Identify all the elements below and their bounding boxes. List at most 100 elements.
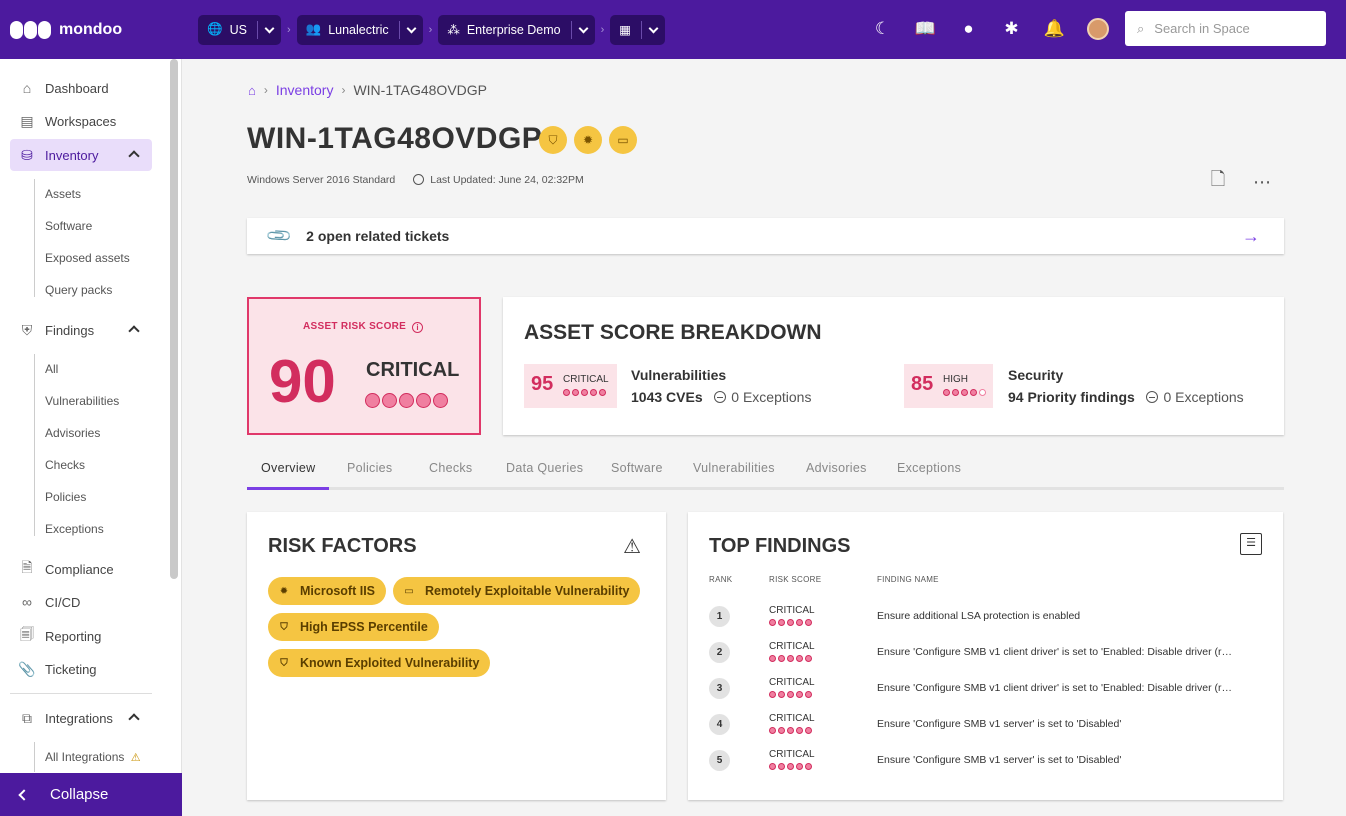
- security-summary: 94 Priority findings 0 Exceptions: [1008, 389, 1244, 405]
- organization-selector[interactable]: 👥 Lunalectric: [296, 14, 423, 45]
- page-title: WIN-1TAG48OVDGP: [247, 122, 543, 155]
- notifications-bell-icon[interactable]: 🔔: [1043, 18, 1066, 38]
- tab-vulnerabilities[interactable]: Vulnerabilities: [693, 461, 775, 475]
- sidebar-subitem-all[interactable]: All: [45, 362, 59, 376]
- docs-book-icon[interactable]: 📖: [914, 18, 937, 38]
- infinity-icon: ∞: [22, 594, 32, 610]
- slack-icon[interactable]: ✱: [1004, 18, 1019, 38]
- related-tickets-bar[interactable]: 📎 2 open related tickets →: [247, 218, 1284, 254]
- sidebar-item-label: Dashboard: [45, 80, 109, 96]
- github-icon[interactable]: ●: [963, 18, 974, 38]
- sidebar-item-inventory[interactable]: ⛁ Inventory: [10, 139, 152, 171]
- sidebar-item-reporting[interactable]: 🗐 Reporting: [10, 620, 152, 652]
- sidebar-item-cicd[interactable]: ∞ CI/CD: [10, 586, 152, 618]
- breadcrumb-inventory-link[interactable]: Inventory: [275, 82, 334, 98]
- score-severity: HIGH: [943, 374, 968, 385]
- level-dot: [778, 619, 785, 626]
- sidebar-subitem-checks[interactable]: Checks: [45, 458, 86, 472]
- tab-data-queries[interactable]: Data Queries: [506, 461, 584, 475]
- home-icon[interactable]: ⌂: [248, 82, 256, 98]
- tab-exceptions[interactable]: Exceptions: [897, 461, 962, 475]
- sidebar-subitem-exposed-assets[interactable]: Exposed assets: [45, 251, 130, 265]
- sidebar-item-dashboard[interactable]: ⌂ Dashboard: [10, 72, 152, 104]
- tab-overview[interactable]: Overview: [261, 461, 316, 475]
- sidebar-subitem-policies[interactable]: Policies: [45, 490, 87, 504]
- related-tickets-label: 2 open related tickets: [306, 228, 450, 244]
- sidebar-subitem-software[interactable]: Software: [45, 219, 93, 233]
- risk-factor-pill[interactable]: ⛉ Known Exploited Vulnerability: [268, 649, 491, 677]
- chevron-up-icon[interactable]: [128, 713, 140, 725]
- priority-findings-count[interactable]: 94 Priority findings: [1008, 389, 1135, 405]
- checklist-icon[interactable]: ☰: [1240, 533, 1262, 555]
- level-dot: [970, 389, 977, 396]
- sidebar-item-findings[interactable]: ⛨ Findings: [10, 314, 152, 346]
- dark-mode-icon[interactable]: ☾: [874, 18, 891, 38]
- risk-factor-pill[interactable]: ⛉ High EPSS Percentile: [268, 613, 439, 641]
- space-dropdown-button[interactable]: [570, 20, 595, 39]
- info-icon[interactable]: i: [412, 322, 424, 333]
- terminal-icon: ▭: [404, 585, 414, 597]
- risk-factor-pill[interactable]: ▭ Remotely Exploitable Vulnerability: [393, 577, 641, 605]
- tab-checks[interactable]: Checks: [429, 461, 473, 475]
- search-placeholder: Search in Space: [1154, 21, 1250, 36]
- region-dropdown-button[interactable]: [256, 20, 281, 39]
- tab-advisories[interactable]: Advisories: [806, 461, 867, 475]
- exception-icon: [1146, 391, 1159, 403]
- security-exceptions[interactable]: 0 Exceptions: [1163, 389, 1244, 405]
- shield-x-icon: ⛉: [280, 657, 288, 669]
- sidebar-item-compliance[interactable]: 🗎 Compliance: [10, 553, 152, 585]
- more-options-icon[interactable]: ⋯: [1253, 171, 1271, 192]
- asset-score-breakdown-card: ASSET SCORE BREAKDOWN 95 CRITICAL Vulner…: [503, 297, 1284, 435]
- exception-icon: [714, 391, 727, 403]
- arrow-right-icon[interactable]: →: [1242, 225, 1260, 246]
- risk-factor-label: Microsoft IIS: [300, 584, 376, 598]
- security-title[interactable]: Security: [1008, 367, 1064, 383]
- sidebar-subitem-vulnerabilities[interactable]: Vulnerabilities: [45, 394, 120, 408]
- sidebar-subitem-all-integrations[interactable]: All Integrations ⚠: [45, 750, 141, 764]
- collapse-sidebar-button[interactable]: Collapse: [0, 773, 182, 816]
- risk-score-label: ASSET RISK SCORE i: [303, 321, 424, 333]
- generate-report-icon[interactable]: 🗋: [1210, 169, 1226, 189]
- asset-os: Windows Server 2016 Standard: [247, 174, 396, 186]
- risk-factor-pill[interactable]: ✹ Microsoft IIS: [268, 577, 387, 605]
- workspace-selector[interactable]: ▦: [610, 14, 666, 45]
- risk-factor-label: High EPSS Percentile: [300, 620, 428, 634]
- score-value: 85: [911, 373, 934, 395]
- level-dot: [979, 389, 986, 396]
- tab-policies[interactable]: Policies: [347, 461, 393, 475]
- tab-software[interactable]: Software: [611, 461, 663, 475]
- bug-icon: ✹: [279, 585, 289, 597]
- sidebar-subitem-assets[interactable]: Assets: [45, 187, 82, 201]
- sidebar: ⌂ Dashboard ▤ Workspaces ⛁ Inventory Assets…: [0, 59, 182, 816]
- organization-dropdown-button[interactable]: [398, 20, 423, 39]
- workspace-dropdown-button[interactable]: [641, 20, 665, 39]
- user-avatar[interactable]: [1083, 14, 1112, 43]
- vulnerability-exceptions[interactable]: 0 Exceptions: [731, 389, 812, 405]
- sidebar-item-workspaces[interactable]: ▤ Workspaces: [10, 105, 152, 137]
- chevron-up-icon[interactable]: [128, 150, 140, 162]
- space-selector[interactable]: ⁂ Enterprise Demo: [438, 14, 595, 45]
- cve-count[interactable]: 1043 CVEs: [631, 389, 703, 405]
- level-dot: [952, 389, 959, 396]
- terminal-icon[interactable]: ▭: [609, 126, 637, 154]
- mondoo-logo[interactable]: mondoo: [0, 20, 182, 39]
- sidebar-subitem-advisories[interactable]: Advisories: [45, 426, 101, 440]
- level-dot: [590, 389, 597, 396]
- finding-risk-score: CRITICAL: [769, 605, 815, 616]
- bug-icon[interactable]: ✹: [574, 126, 602, 154]
- asset-tabs: Overview Policies Checks Data Queries So…: [247, 456, 1284, 490]
- vulnerabilities-title[interactable]: Vulnerabilities: [631, 367, 727, 383]
- chevron-up-icon[interactable]: [128, 325, 140, 337]
- sidebar-subitem-exceptions[interactable]: Exceptions: [45, 522, 104, 536]
- search-input[interactable]: ⌕ Search in Space: [1125, 11, 1326, 46]
- shield-x-icon[interactable]: ⛉: [539, 126, 567, 154]
- region-selector[interactable]: 🌐 US: [198, 14, 281, 45]
- sidebar-scrollbar[interactable]: [170, 59, 178, 579]
- sidebar-item-integrations[interactable]: ⧉ Integrations: [10, 702, 152, 734]
- sidebar-item-ticketing[interactable]: 📎 Ticketing: [10, 653, 152, 685]
- clock-icon: [413, 174, 425, 185]
- collapse-label: Collapse: [50, 786, 109, 803]
- level-dot: [805, 727, 812, 734]
- sidebar-subitem-query-packs[interactable]: Query packs: [45, 283, 113, 297]
- risk-level-dots: [365, 393, 448, 408]
